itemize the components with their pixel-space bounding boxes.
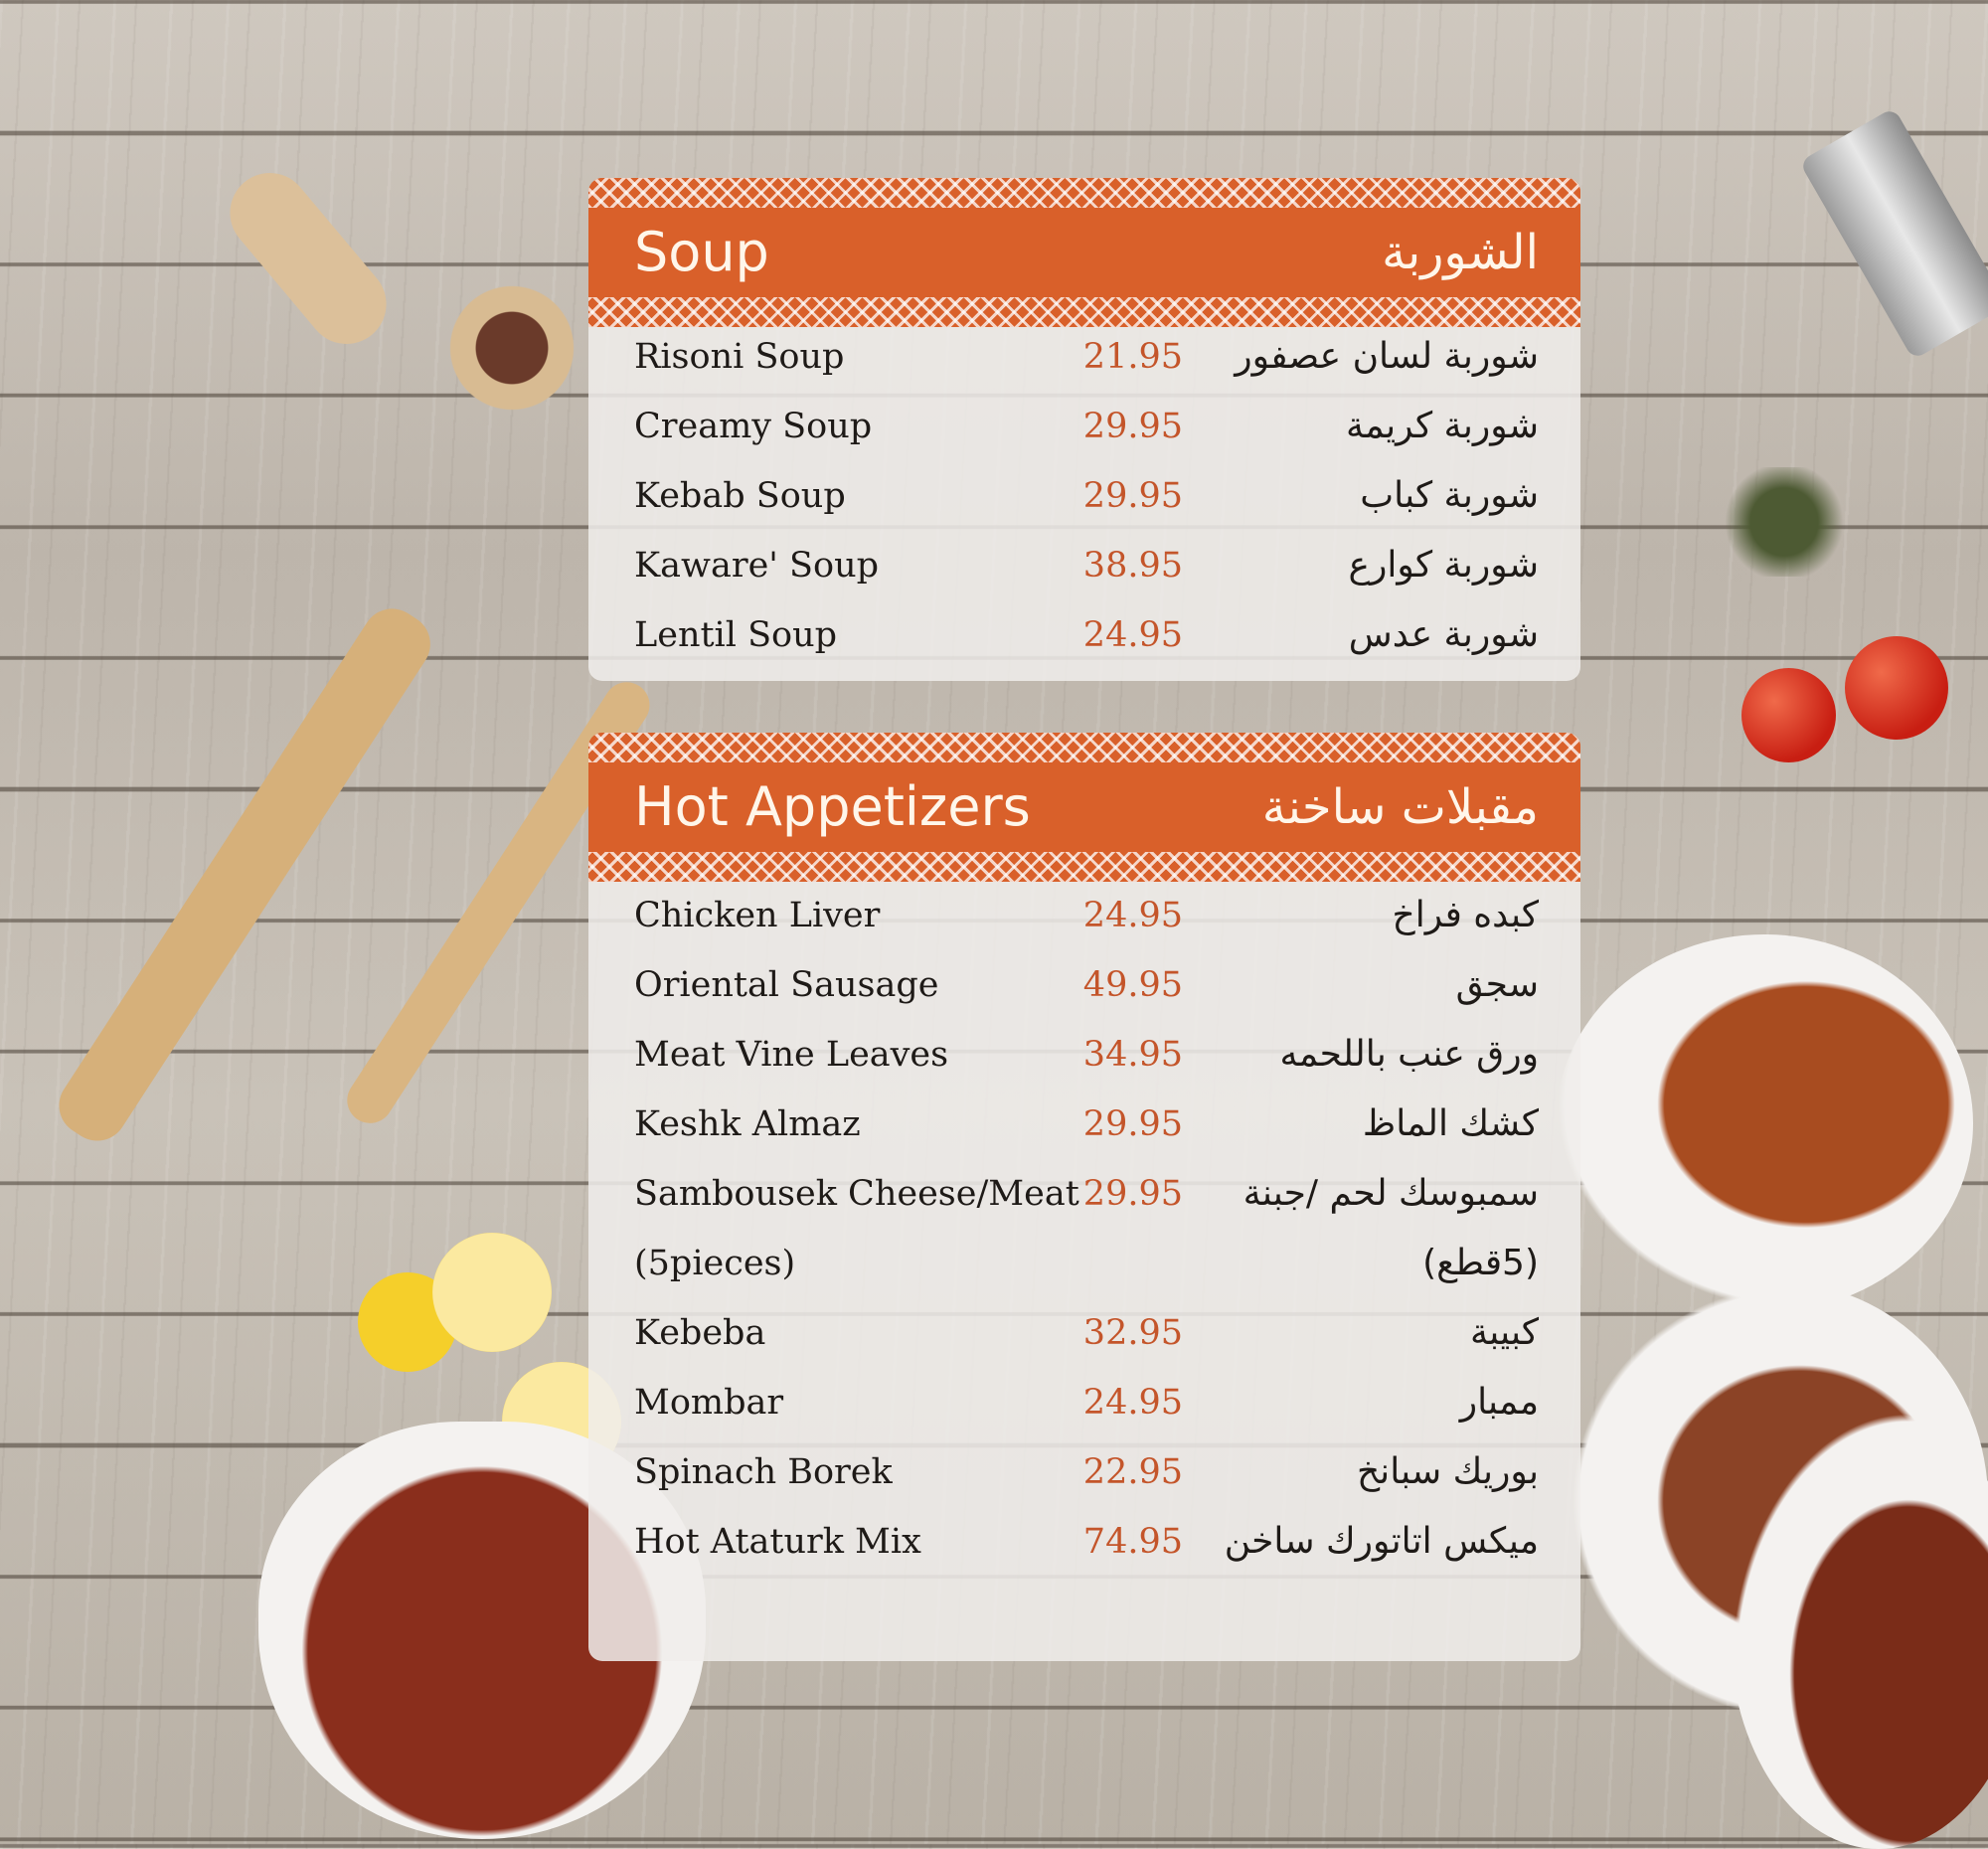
menu-item: Creamy Soup 29.95 شوربة كريمة: [588, 397, 1580, 456]
item-name-ar: كبده فراخ: [1392, 895, 1539, 935]
item-name-en: Sambousek Cheese/Meat: [634, 1174, 1079, 1214]
soup-section: Soup الشوربة Risoni Soup 21.95 شوربة لسان …: [588, 178, 1580, 681]
item-price: 34.95: [1082, 1035, 1183, 1075]
item-price: 49.95: [1082, 965, 1183, 1005]
item-name-ar: ميكس اتاتورك ساخن: [1224, 1521, 1539, 1562]
section-title-ar: مقبلات ساخنة: [1261, 779, 1539, 835]
dried-herbs-image: [1720, 467, 1849, 577]
item-name-ar: شوربة لسان عصفور: [1235, 336, 1539, 377]
item-price: 24.95: [1082, 615, 1183, 655]
lemon-slice-image: [432, 1233, 552, 1352]
kibbeh-dish-image: [1556, 934, 1973, 1312]
item-name-ar: ورق عنب باللحمه: [1279, 1034, 1539, 1075]
item-price: 74.95: [1082, 1522, 1183, 1562]
item-name-ar: بوريك سبانخ: [1356, 1451, 1539, 1492]
item-name-ar: سمبوسك لحم /جبنة: [1242, 1173, 1539, 1214]
menu-item: Keshk Almaz 29.95 كشك الماظ: [588, 1094, 1580, 1154]
item-name-en: Meat Vine Leaves: [634, 1035, 949, 1075]
pattern-border: [588, 733, 1580, 762]
section-title-ar: الشوربة: [1382, 225, 1539, 280]
menu-item: Kebab Soup 29.95 شوربة كباب: [588, 466, 1580, 526]
menu-item: Chicken Liver 24.95 كبده فراخ: [588, 886, 1580, 945]
salt-shaker-image: [1798, 106, 1988, 361]
section-header: Soup الشوربة: [588, 178, 1580, 327]
menu-item: (5pieces) (5قطع): [588, 1234, 1580, 1293]
item-name-en: Creamy Soup: [634, 407, 873, 446]
item-name-en: Kaware' Soup: [634, 546, 880, 586]
item-name-ar: شوربة عدس: [1348, 614, 1539, 655]
item-name-en: Mombar: [634, 1383, 784, 1423]
menu-item: Sambousek Cheese/Meat 29.95 سمبوسك لحم /جب…: [588, 1164, 1580, 1224]
section-title-en: Hot Appetizers: [634, 775, 1031, 838]
hot-appetizers-section: Hot Appetizers مقبلات ساخنة Chicken Live…: [588, 733, 1580, 1661]
stew-dish-image: [1730, 1412, 1988, 1849]
item-price: 21.95: [1082, 337, 1183, 377]
item-price: 38.95: [1082, 546, 1183, 586]
pattern-border: [588, 297, 1580, 327]
item-name-en: Spinach Borek: [634, 1452, 893, 1492]
menu-item: Oriental Sausage 49.95 سجق: [588, 955, 1580, 1015]
item-price: 29.95: [1082, 1174, 1183, 1214]
tomato-image: [1845, 636, 1948, 740]
item-name-ar: شوربة كريمة: [1345, 406, 1539, 446]
menu-item: Kebeba 32.95 كبيبة: [588, 1303, 1580, 1363]
item-name-en: Hot Ataturk Mix: [634, 1522, 921, 1562]
item-name-ar: ممبار: [1459, 1382, 1539, 1423]
menu-item: Spinach Borek 22.95 بوريك سبانخ: [588, 1442, 1580, 1502]
item-name-ar: (5قطع): [1422, 1243, 1539, 1283]
item-price: 29.95: [1082, 1104, 1183, 1144]
item-name-ar: كبيبة: [1469, 1312, 1539, 1353]
section-header: Hot Appetizers مقبلات ساخنة: [588, 733, 1580, 882]
item-price: 29.95: [1082, 476, 1183, 516]
pattern-border: [588, 852, 1580, 882]
pattern-border: [588, 178, 1580, 208]
item-name-ar: سجق: [1455, 964, 1539, 1005]
item-price: 32.95: [1082, 1313, 1183, 1353]
item-price: 29.95: [1082, 407, 1183, 446]
item-price: 22.95: [1082, 1452, 1183, 1492]
item-name-en: Keshk Almaz: [634, 1104, 861, 1144]
section-title-en: Soup: [634, 221, 769, 283]
item-name-en: Lentil Soup: [634, 615, 838, 655]
item-price: 24.95: [1082, 896, 1183, 935]
item-name-en: Kebeba: [634, 1313, 766, 1353]
menu-item: Mombar 24.95 ممبار: [588, 1373, 1580, 1432]
menu-item: Hot Ataturk Mix 74.95 ميكس اتاتورك ساخن: [588, 1512, 1580, 1572]
menu-item: Kaware' Soup 38.95 شوربة كوارع: [588, 536, 1580, 595]
item-name-en: Kebab Soup: [634, 476, 846, 516]
item-name-ar: كشك الماظ: [1362, 1103, 1539, 1144]
peppercorn-scoop-image: [437, 278, 586, 418]
item-name-en: Oriental Sausage: [634, 965, 939, 1005]
item-name-en: Chicken Liver: [634, 896, 881, 935]
item-name-ar: شوربة كباب: [1360, 475, 1539, 516]
item-name-en: Risoni Soup: [634, 337, 845, 377]
item-price: 24.95: [1082, 1383, 1183, 1423]
menu-item: Lentil Soup 24.95 شوربة عدس: [588, 605, 1580, 665]
item-name-ar: شوربة كوارع: [1348, 545, 1539, 586]
menu-item: Risoni Soup 21.95 شوربة لسان عصفور: [588, 327, 1580, 387]
wooden-scoop-image: [214, 156, 403, 361]
menu-item: Meat Vine Leaves 34.95 ورق عنب باللحمه: [588, 1025, 1580, 1085]
tomato-image: [1741, 668, 1836, 762]
item-name-en: (5pieces): [634, 1244, 796, 1283]
